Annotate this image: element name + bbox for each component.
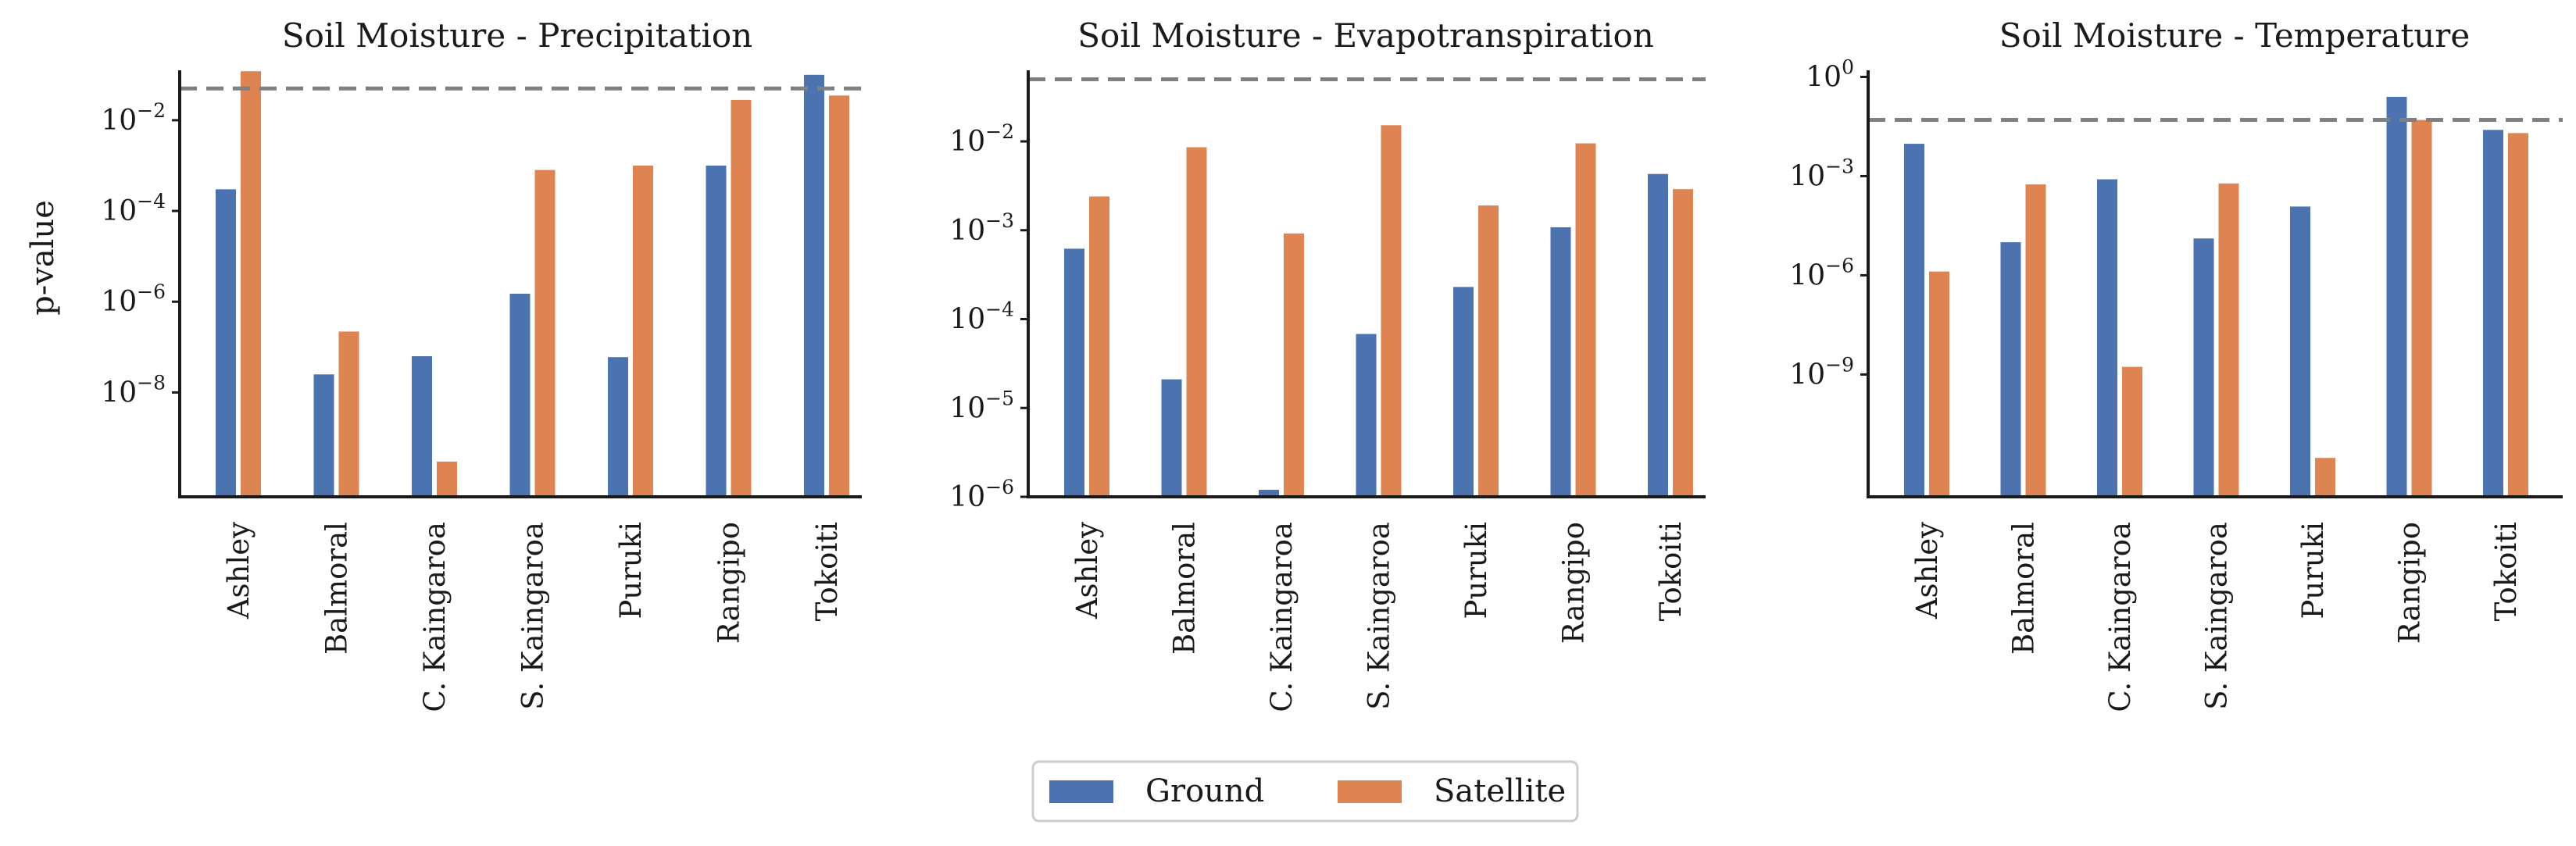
x-tick-label: Puruki	[1459, 522, 1493, 619]
y-axis-label: p-value	[25, 200, 61, 316]
y-tick-label: 10−6	[101, 280, 166, 318]
chart-title: Soil Moisture - Evapotranspiration	[1077, 16, 1654, 55]
bar-ground-s-kaingaroa	[2193, 238, 2214, 497]
chart-title: Soil Moisture - Temperature	[1999, 16, 2470, 55]
bar-satellite-rangipo	[731, 99, 752, 497]
x-tick-label: C. Kaingaroa	[418, 522, 452, 712]
bar-ground-s-kaingaroa	[509, 294, 531, 497]
x-tick-labels: Ashley Balmoral C. Kaingaroa S. Kaingaroa Pu…	[222, 522, 844, 712]
x-tick-label: S. Kaingaroa	[2200, 522, 2234, 710]
bar-satellite-s-kaingaroa	[2218, 183, 2239, 498]
y-tick-label: 10−6	[1789, 254, 1854, 291]
bar-ground-puruki	[1453, 287, 1474, 497]
x-tick-label: Rangipo	[713, 522, 746, 644]
x-tick-labels: Ashley Balmoral C. Kaingaroa S. Kaingaroa Pu…	[1910, 522, 2523, 712]
bar-satellite-c-kaingaroa	[2122, 366, 2142, 497]
legend-label-ground: Ground	[1145, 773, 1264, 809]
legend: Ground Satellite	[1031, 760, 1579, 823]
x-tick-label: S. Kaingaroa	[1363, 522, 1396, 710]
x-tick-label: S. Kaingaroa	[516, 522, 550, 710]
legend-swatch-satellite	[1338, 780, 1402, 803]
bar-satellite-s-kaingaroa	[1381, 125, 1402, 497]
y-tick-label: 10−2	[949, 120, 1014, 158]
x-tick-label: Ashley	[1070, 522, 1104, 619]
panel-temperature: Soil Moisture - Temperature 10010−310−61…	[1789, 16, 2563, 712]
bar-satellite-rangipo	[2411, 120, 2432, 497]
x-tick-label: Tokoiti	[2489, 522, 2523, 621]
y-tick-label: 10−8	[101, 371, 166, 409]
bars	[1064, 125, 1693, 497]
bar-ground-balmoral	[2000, 242, 2021, 497]
y-tick-label: 10−2	[101, 99, 166, 137]
x-tick-label: Balmoral	[2007, 522, 2041, 655]
y-tick-label: 100	[1806, 55, 1854, 93]
bar-satellite-ashley	[241, 71, 261, 498]
y-tick-label: 10−6	[949, 476, 1014, 513]
bar-satellite-tokoiti	[1673, 189, 1693, 497]
bar-satellite-puruki	[633, 165, 653, 497]
x-tick-label: Ashley	[222, 522, 255, 619]
x-tick-label: Puruki	[2296, 522, 2330, 619]
x-tick-label: Ashley	[1910, 522, 1944, 619]
bar-ground-rangipo	[706, 165, 727, 497]
y-ticks: 10−2 10−3 10−4 10−5 10−6	[949, 120, 1028, 513]
y-ticks: 100 10−3 10−6 10−9	[1789, 55, 1868, 391]
y-tick-label: 10−4	[949, 298, 1014, 336]
bar-satellite-c-kaingaroa	[437, 461, 457, 497]
bar-ground-ashley	[1904, 144, 1924, 497]
bar-ground-c-kaingaroa	[412, 355, 432, 497]
bar-ground-tokoiti	[804, 74, 824, 497]
y-ticks: 10−2 10−4 10−6 10−8	[101, 99, 180, 409]
panel-precipitation: Soil Moisture - Precipitation p-value 10…	[25, 16, 862, 712]
bar-satellite-balmoral	[1186, 147, 1207, 497]
bar-ground-puruki	[2290, 206, 2310, 497]
bar-satellite-tokoiti	[829, 95, 849, 497]
bar-satellite-ashley	[1929, 271, 1949, 497]
bar-ground-balmoral	[1161, 379, 1182, 497]
bar-ground-c-kaingaroa	[2097, 179, 2117, 497]
bar-satellite-s-kaingaroa	[534, 170, 556, 497]
bar-satellite-rangipo	[1575, 143, 1596, 497]
bar-satellite-puruki	[1478, 205, 1499, 497]
x-tick-label: Rangipo	[1557, 522, 1591, 644]
x-tick-label: Rangipo	[2393, 522, 2427, 644]
legend-frame	[1031, 760, 1579, 823]
bar-ground-c-kaingaroa	[1259, 489, 1279, 497]
bar-ground-s-kaingaroa	[1356, 334, 1377, 497]
y-tick-label: 10−4	[101, 190, 166, 227]
y-tick-label: 10−9	[1789, 353, 1854, 391]
y-tick-label: 10−3	[949, 209, 1014, 247]
bar-ground-tokoiti	[1648, 173, 1668, 497]
bar-ground-puruki	[608, 357, 628, 497]
x-tick-label: Tokoiti	[1654, 522, 1688, 621]
bar-ground-ashley	[1064, 248, 1084, 497]
x-tick-label: C. Kaingaroa	[1265, 522, 1299, 712]
bar-satellite-balmoral	[2025, 184, 2046, 497]
bar-ground-balmoral	[313, 374, 334, 497]
bar-ground-ashley	[216, 189, 236, 497]
legend-label-satellite: Satellite	[1434, 773, 1566, 809]
bar-ground-tokoiti	[2483, 130, 2503, 497]
bar-satellite-puruki	[2315, 458, 2335, 497]
bar-satellite-ashley	[1089, 196, 1109, 497]
bars	[1904, 96, 2528, 498]
legend-swatch-ground	[1049, 780, 1113, 803]
y-tick-label: 10−5	[949, 387, 1014, 424]
x-tick-label: Balmoral	[1168, 522, 1202, 655]
bar-satellite-tokoiti	[2508, 133, 2528, 498]
x-tick-label: C. Kaingaroa	[2103, 522, 2137, 712]
x-tick-label: Balmoral	[320, 522, 354, 655]
bar-satellite-c-kaingaroa	[1284, 233, 1304, 497]
y-tick-label: 10−3	[1789, 155, 1854, 192]
bar-ground-rangipo	[1550, 227, 1571, 497]
x-tick-label: Tokoiti	[810, 522, 844, 621]
bar-ground-rangipo	[2386, 96, 2407, 498]
chart-title: Soil Moisture - Precipitation	[282, 16, 752, 55]
bars	[216, 71, 849, 498]
bar-satellite-balmoral	[338, 331, 359, 497]
panel-evapotranspiration: Soil Moisture - Evapotranspiration 10−21…	[949, 16, 1706, 712]
x-tick-label: Puruki	[614, 522, 648, 619]
x-tick-labels: Ashley Balmoral C. Kaingaroa S. Kaingaroa Pu…	[1070, 522, 1688, 712]
